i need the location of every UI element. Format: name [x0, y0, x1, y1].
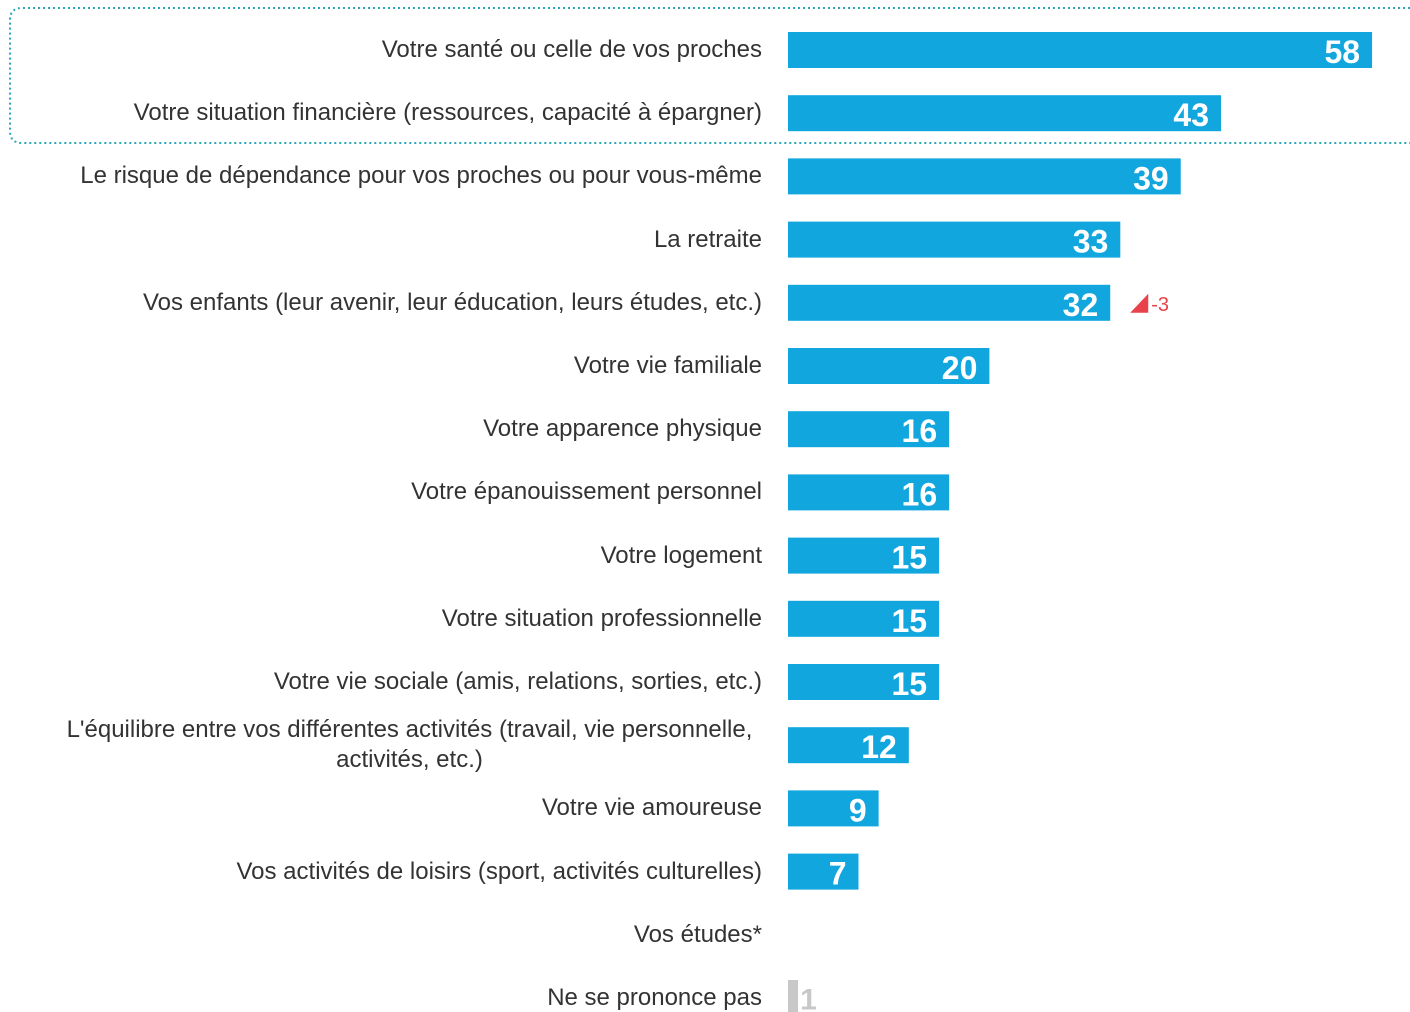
- category-label: Votre apparence physique: [483, 415, 762, 443]
- category-label: Votre vie sociale (amis, relations, sort…: [273, 668, 762, 695]
- change-label: -3: [1151, 294, 1169, 316]
- category-label: Votre logement: [600, 541, 762, 569]
- bar: [788, 664, 940, 700]
- category-label: Ne se prononce pas: [547, 984, 762, 1011]
- bar: [788, 32, 1373, 68]
- value-label: 43: [1173, 97, 1209, 133]
- bar: [788, 474, 950, 511]
- value-label: 15: [891, 540, 927, 576]
- category-label: Vos enfants (leur avenir, leur éducation…: [142, 288, 762, 316]
- category-label: Votre situation financière (ressources, …: [133, 99, 762, 127]
- bar: [788, 95, 1222, 132]
- value-label: 32: [1063, 287, 1099, 323]
- bar: [788, 600, 940, 637]
- bar: [788, 853, 859, 890]
- value-label: 16: [902, 476, 938, 512]
- value-label: 15: [891, 603, 927, 639]
- bar: [788, 284, 1111, 321]
- category-label: Votre vie familiale: [573, 352, 762, 379]
- category-label: Votre vie amoureuse: [541, 794, 762, 822]
- value-label: 39: [1133, 160, 1169, 196]
- value-label: 20: [942, 350, 978, 386]
- category-label: Vos activités de loisirs (sport, activit…: [236, 857, 762, 885]
- category-label: Vos études*: [633, 920, 762, 948]
- bar: [788, 537, 940, 574]
- bar: [788, 158, 1181, 195]
- value-label: 9: [849, 792, 867, 828]
- value-label: 1: [800, 984, 817, 1012]
- category-label: La retraite: [653, 225, 762, 253]
- category-label: Votre épanouissement personnel: [411, 478, 762, 506]
- value-label: 12: [861, 729, 897, 765]
- value-label: 33: [1073, 224, 1109, 260]
- change-marker: [1130, 293, 1149, 313]
- bar: [788, 221, 1121, 258]
- category-label: Le risque de dépendance pour vos proches…: [80, 162, 762, 190]
- value-label: 58: [1324, 34, 1360, 70]
- category-label: Votre situation professionnelle: [441, 604, 762, 632]
- category-label: L'équilibre entre vos différentes activi…: [66, 716, 753, 774]
- bar: [788, 980, 799, 1012]
- value-label: 15: [891, 666, 927, 702]
- value-label: 7: [829, 856, 847, 892]
- category-label: Votre santé ou celle de vos proches: [381, 36, 762, 63]
- bar: [788, 411, 950, 448]
- bar: [788, 348, 990, 384]
- bar: [788, 790, 879, 827]
- bar: [788, 727, 909, 764]
- value-label: 16: [902, 413, 938, 449]
